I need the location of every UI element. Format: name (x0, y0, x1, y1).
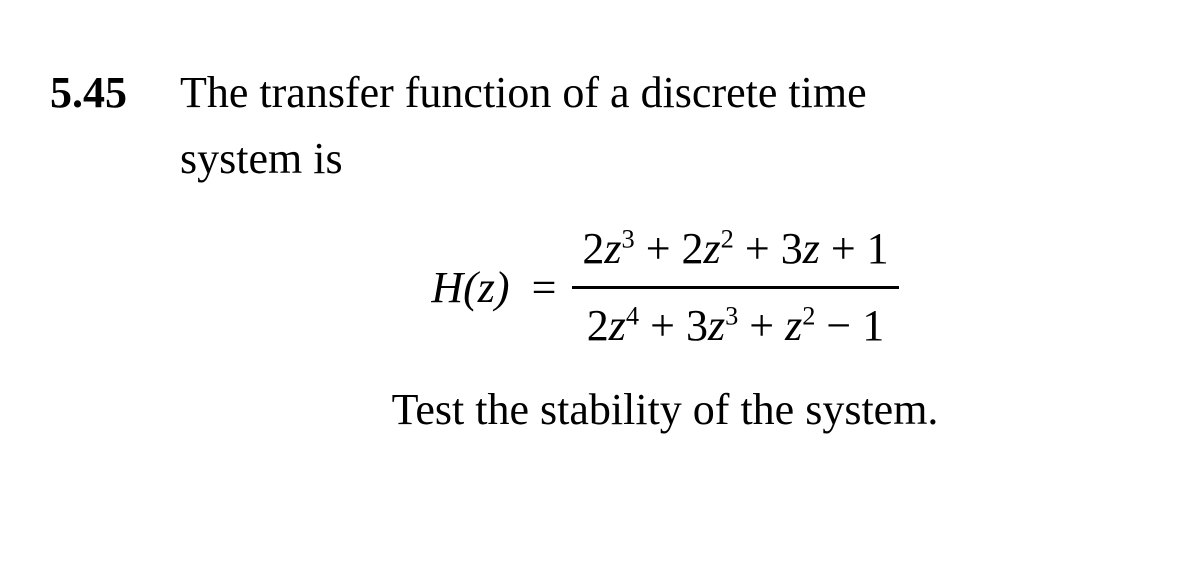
equation-block: H(z) = 2z3 + 2z2 + 3z + 1 (180, 212, 1150, 363)
den-op3: − (826, 301, 851, 350)
fraction: 2z3 + 2z2 + 3z + 1 2z4 + 3z (572, 212, 898, 363)
problem-text-line-1: The transfer function of a discrete time (180, 60, 1150, 126)
den-t2-exp: 3 (725, 300, 738, 330)
num-t1-exp: 3 (622, 223, 635, 253)
num-t1-var: z (604, 224, 621, 273)
num-t1-coef: 2 (582, 224, 604, 273)
num-term-4: 1 (867, 224, 889, 273)
den-term-2: 3z3 (686, 301, 738, 350)
equals-sign: = (516, 255, 573, 321)
problem-number: 5.45 (50, 60, 180, 126)
numerator: 2z3 + 2z2 + 3z + 1 (572, 212, 898, 286)
num-op1: + (646, 224, 671, 273)
num-op2: + (745, 224, 770, 273)
lhs-paren-close: ) (495, 263, 510, 312)
problem-instruction: Test the stability of the system. (180, 377, 1150, 443)
lhs-arg: z (478, 263, 495, 312)
lhs-paren-open: ( (463, 263, 478, 312)
den-op2: + (749, 301, 774, 350)
den-t1-var: z (609, 301, 626, 350)
num-t3-var: z (803, 224, 820, 273)
den-term-1: 2z4 (587, 301, 639, 350)
den-term-4: 1 (862, 301, 884, 350)
problem-block: 5.45 The transfer function of a discrete… (50, 60, 1150, 443)
den-t3-exp: 2 (802, 300, 815, 330)
equation: H(z) = 2z3 + 2z2 + 3z + 1 (431, 212, 898, 363)
den-op1: + (650, 301, 675, 350)
den-t3-var: z (785, 301, 802, 350)
num-op3: + (831, 224, 856, 273)
num-t2-coef: 2 (682, 224, 704, 273)
problem-text-line-2: system is (180, 126, 1150, 192)
num-t2-var: z (704, 224, 721, 273)
lhs-function: H (431, 263, 463, 312)
num-term-2: 2z2 (682, 224, 734, 273)
den-term-3: z2 (785, 301, 815, 350)
den-t2-coef: 3 (686, 301, 708, 350)
problem-body: The transfer function of a discrete time… (180, 60, 1150, 443)
den-t2-var: z (708, 301, 725, 350)
num-term-3: 3z (781, 224, 820, 273)
num-t2-exp: 2 (721, 223, 734, 253)
denominator: 2z4 + 3z3 + z2 − 1 (577, 289, 894, 363)
num-t3-coef: 3 (781, 224, 803, 273)
num-term-1: 2z3 (582, 224, 634, 273)
equation-lhs: H(z) (431, 255, 515, 321)
den-t1-coef: 2 (587, 301, 609, 350)
den-t1-exp: 4 (626, 300, 639, 330)
page: 5.45 The transfer function of a discrete… (0, 0, 1200, 563)
